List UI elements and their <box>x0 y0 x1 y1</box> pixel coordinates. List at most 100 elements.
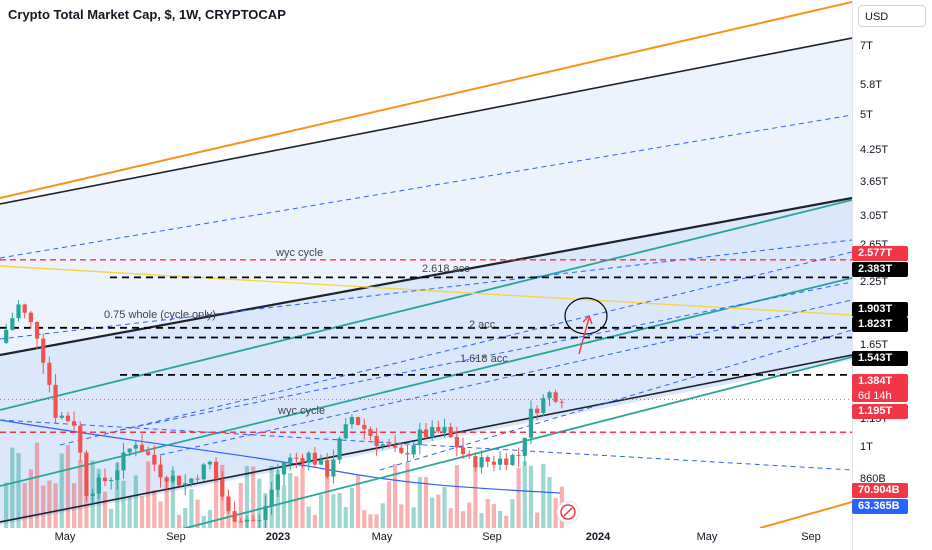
volume-bar <box>121 480 126 528</box>
volume-bar <box>467 502 472 528</box>
volume-bar <box>380 503 385 528</box>
candle-body <box>226 496 231 512</box>
volume-bar <box>183 507 188 528</box>
bar-countdown: 6d 14h <box>858 390 892 402</box>
candle-body <box>251 519 256 521</box>
volume-ma-tag: 63.365B <box>852 499 908 514</box>
volume-bar <box>337 493 342 528</box>
volume-bar <box>201 515 206 528</box>
chart-title: Crypto Total Market Cap, $, 1W, CRYPTOCA… <box>8 7 286 22</box>
volume-bar <box>491 504 497 528</box>
candle-body <box>442 426 447 432</box>
candle-body <box>121 452 126 471</box>
volume-bar <box>325 475 330 528</box>
annotation-2-acc: 2 acc <box>469 319 496 331</box>
currency-selector[interactable]: USD <box>858 5 926 27</box>
volume-bar <box>454 465 459 528</box>
candle-body <box>294 457 299 459</box>
candle-body <box>201 464 206 480</box>
time-tick: Sep <box>801 531 821 543</box>
volume-bar <box>213 474 219 528</box>
teal-lower-line <box>182 356 852 528</box>
annotation-wyc-cycle-top: wyc cycle <box>275 247 323 259</box>
volume-bar <box>528 465 534 528</box>
candles <box>4 299 564 528</box>
time-tick: May <box>371 531 393 543</box>
candle-body <box>170 475 175 482</box>
candle-body <box>337 438 342 460</box>
candle-body <box>96 477 101 494</box>
price-tick: 1.65T <box>860 339 889 351</box>
time-tick: May <box>696 531 718 543</box>
time-tick: 2023 <box>265 531 291 543</box>
candle-body <box>497 458 503 465</box>
volume-bar <box>485 499 490 528</box>
volume-bar <box>281 485 287 528</box>
candle-body <box>189 478 194 484</box>
candle-body <box>306 452 311 463</box>
volume-bar <box>423 477 429 528</box>
volume-bar <box>251 466 256 528</box>
volume-bar <box>362 510 367 528</box>
candle-body <box>146 451 151 455</box>
candle-body <box>232 511 237 522</box>
tradingview-logo-icon <box>556 500 580 524</box>
candle-body <box>102 477 108 482</box>
volume-bar <box>34 442 40 528</box>
volume-bar <box>102 491 108 528</box>
volume-bar <box>207 510 213 528</box>
candle-body <box>133 444 138 449</box>
volume-ma-line <box>0 419 561 494</box>
volume-bar <box>541 463 546 528</box>
volume-bar <box>59 453 64 528</box>
black-upper-line <box>0 37 852 205</box>
candle-body <box>84 452 89 496</box>
candle-body <box>479 457 484 468</box>
candle-body <box>528 408 534 438</box>
candle-body <box>312 452 317 465</box>
candle-body <box>220 479 225 497</box>
volume-bar <box>535 512 540 528</box>
volume-bar <box>10 447 15 528</box>
volume-bar <box>127 496 132 528</box>
level-tag-2383: 2.383T <box>852 262 908 277</box>
price-chart[interactable]: wyc cycle 2.618 acc 0.75 whole (cycle on… <box>0 0 852 528</box>
volume-bar <box>306 506 311 528</box>
candle-body <box>467 454 472 457</box>
candle-body <box>460 447 466 455</box>
last-price-tag: 1.384T 6d 14h <box>852 374 908 402</box>
last-price-value: 1.384T <box>858 375 893 387</box>
volume-bar <box>84 491 89 528</box>
time-tick: 2024 <box>585 531 611 543</box>
candle-body <box>4 329 9 343</box>
candle-body <box>65 415 71 422</box>
candle-body <box>380 444 385 446</box>
candle-body <box>269 489 274 506</box>
volume-bar <box>164 477 169 528</box>
volume-bar <box>139 496 145 528</box>
candle-body <box>541 398 546 414</box>
volume-bar <box>497 510 503 528</box>
volume-bar <box>71 483 77 528</box>
candle-body <box>41 338 46 363</box>
volume-bar <box>331 494 336 528</box>
volume-bar <box>189 489 194 528</box>
price-tick: 2.25T <box>860 276 889 288</box>
volume-bar <box>244 466 250 528</box>
volume-bar <box>65 445 71 528</box>
volume-bar <box>47 480 52 528</box>
volume-bar <box>479 513 484 528</box>
volume-bar <box>318 494 324 528</box>
volume-bar <box>405 462 410 528</box>
candle-body <box>559 401 564 403</box>
candle-body <box>393 445 398 448</box>
candle-body <box>399 447 404 454</box>
annotation-1618-acc: 1.618 acc <box>460 353 508 365</box>
volume-bar <box>399 504 404 528</box>
candle-body <box>504 458 509 465</box>
volume-bar <box>28 469 33 528</box>
candle-body <box>374 435 379 446</box>
volume-bar <box>238 482 243 528</box>
blue-dash-line-2 <box>0 239 852 340</box>
level-tag-1543: 1.543T <box>852 351 908 366</box>
